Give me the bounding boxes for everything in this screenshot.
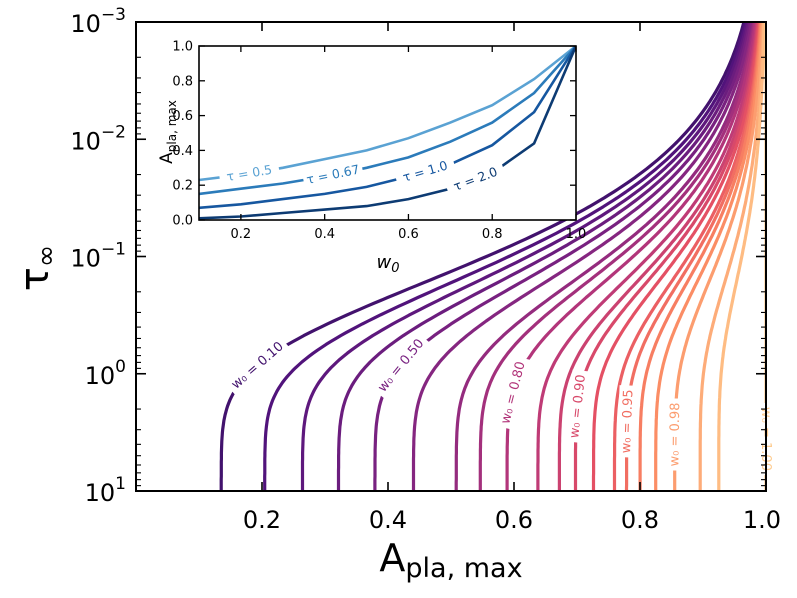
inset-label-bg [218, 159, 281, 186]
main-x-axis-label-main: A [379, 536, 405, 580]
y-tick-exponent: 1 [115, 474, 126, 494]
curve-w0-0.995 [717, 22, 766, 491]
inset-y-tick-label: 0.2 [172, 179, 193, 194]
inset-x-tick-label: 0.2 [231, 227, 252, 242]
y-tick-base: 10 [85, 479, 116, 507]
inset-curve-tau-0.67 [199, 46, 576, 196]
x-tick-label: 0.8 [621, 506, 659, 534]
contour-label-group: w₀ = 0.95 [616, 385, 637, 458]
x-tick-label: 0.4 [369, 506, 407, 534]
main-y-axis-label-sub: ∞ [31, 245, 62, 268]
inset-y-ticks: 0.0 0.2 0.4 0.6 0.8 1.0 [172, 40, 576, 229]
y-tick-label: 101 [85, 474, 126, 507]
contour-label-bg [665, 398, 684, 471]
curve-w0-0.3 [300, 22, 749, 491]
y-tick-label: 100 [85, 357, 126, 390]
contour-label-bg [495, 355, 530, 430]
y-tick-label: 10−3 [70, 5, 126, 38]
inset-x-tick-label: 0.4 [314, 227, 335, 242]
contour-label: w₀ = 0.90 [567, 374, 589, 439]
inset-x-axis-label-sub: 0 [391, 261, 399, 276]
y-tick-exponent: −3 [101, 5, 126, 25]
inset-curve-tau-2 [199, 46, 576, 220]
inset-curve-label: τ = 0.5 [225, 162, 273, 184]
contour-label-group: w₀ = 0.80 [495, 355, 530, 430]
inset-y-axis-label: Apla, max [157, 100, 179, 164]
curve-w0-0.6 [411, 22, 754, 491]
main-y-axis-label: τ∞ [12, 245, 62, 292]
curve-w0-0.92 [591, 22, 761, 491]
y-tick-base: 10 [85, 362, 116, 390]
curve-w0-0.75 [478, 22, 756, 491]
curve-w0-0.88 [557, 22, 760, 491]
inset-x-tick-label: 0.6 [398, 227, 419, 242]
y-tick-exponent: −2 [101, 122, 126, 142]
y-tick-base: 10 [70, 127, 101, 155]
curve-w0-0.1 [219, 22, 746, 491]
inset-y-tick-label: 0.8 [172, 74, 193, 89]
contour-label-bg [616, 385, 637, 458]
x-tick-label: 1.0 [743, 506, 781, 534]
curve-w0-0.4 [336, 22, 751, 491]
inset-label-bg [393, 154, 456, 187]
y-tick-base: 10 [70, 245, 101, 273]
inset-curves [199, 46, 576, 220]
main-contour-labels: w₀ = 0.10 w₀ = 0.50 w₀ = 0.80 w₀ = 0.90 w₀ =… [224, 331, 775, 475]
inset-label-bg [444, 160, 507, 197]
contour-label-bg [224, 335, 290, 396]
inset-y-tick-label: 0.0 [172, 214, 193, 229]
contour-label-bg [371, 331, 430, 399]
curve-w0-0.7 [454, 22, 755, 491]
curve-w0-0.97 [654, 22, 764, 491]
inset-x-tick-label: 1.0 [566, 227, 587, 242]
inset-y-axis-label-main: A [157, 152, 177, 164]
inset-label-group: τ = 0.5 [218, 159, 281, 186]
main-curves [219, 22, 766, 491]
contour-label: w₀ = 0.98 [667, 402, 683, 466]
x-tick-label: 0.2 [243, 506, 281, 534]
main-x-axis-label-sub: pla, max [405, 553, 522, 584]
main-y-axis-label-main: τ [12, 267, 58, 291]
inset-background [199, 46, 576, 220]
inset-x-ticks: 0.2 0.4 0.6 0.8 1.0 [231, 46, 587, 242]
inset-y-tick-label: 0.6 [172, 109, 193, 124]
y-tick-base: 10 [70, 10, 101, 38]
main-x-axis-label: Apla, max [379, 536, 522, 584]
inset-y-tick-label: 0.4 [172, 144, 193, 159]
inset-y-axis-label-sub: pla, max [165, 100, 179, 152]
curve-w0-0.2 [263, 22, 748, 491]
y-tick-exponent: 0 [115, 357, 126, 377]
main-x-ticks: 0.2 0.4 0.6 0.8 1.0 [243, 22, 781, 534]
y-tick-label: 10−1 [70, 240, 126, 273]
curve-w0-0.5 [373, 22, 752, 491]
x-tick-label: 0.6 [495, 506, 533, 534]
inset-label-bg [301, 159, 364, 188]
contour-label-group: w₀ = 0.90 [564, 369, 590, 444]
contour-label-group: w₀ = 0.50 [371, 331, 430, 399]
contour-label: w₀ = 0.95 [619, 389, 636, 453]
contour-label-group: w₀ = 0.98 [665, 398, 684, 471]
curve-w0-0.99 [698, 22, 765, 491]
y-tick-exponent: −1 [101, 240, 126, 260]
curve-w0-0.96 [638, 22, 763, 491]
inset-x-tick-label: 0.8 [482, 227, 503, 242]
contour-label: w₀ = 0.10 [229, 339, 287, 392]
contour-label: w₀ = 0.50 [375, 336, 427, 395]
contour-label: w₀ = 0.80 [498, 360, 528, 426]
inset-y-tick-label: 1.0 [172, 40, 193, 55]
inset-curve-tau-1 [199, 46, 576, 210]
curve-w0-0.85 [536, 22, 759, 491]
contour-label-bg [564, 369, 590, 444]
y-tick-label: 10−2 [70, 122, 126, 155]
inset-x-axis-label-main: w [376, 252, 391, 273]
inset-x-axis-label: w0 [376, 252, 399, 276]
inset-frame [198, 45, 577, 221]
